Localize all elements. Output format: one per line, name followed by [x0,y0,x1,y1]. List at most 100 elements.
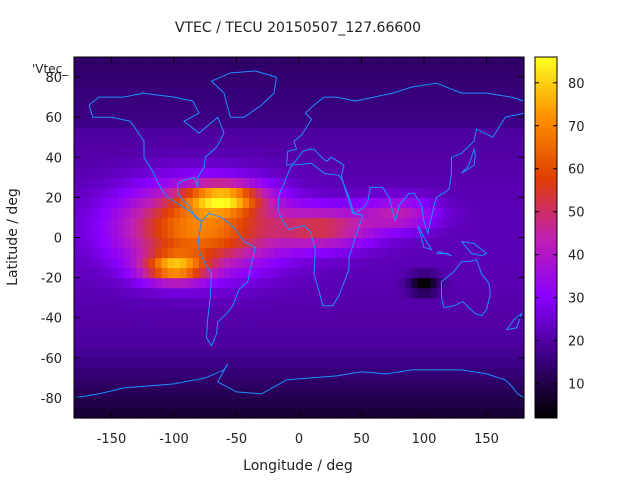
heatmap-cell [305,387,313,399]
heatmap-cell [411,87,419,98]
heatmap-cell [199,317,206,329]
heatmap-cell [111,257,119,269]
heatmap-cell [392,187,400,198]
heatmap-cell [474,237,481,249]
heatmap-cell [461,337,469,349]
heatmap-cell [386,97,394,108]
heatmap-cell [499,97,506,108]
heatmap-cell [199,177,206,188]
heatmap-cell [286,77,294,88]
heatmap-cell [386,57,394,68]
heatmap-cell [136,287,144,299]
heatmap-cell [467,217,475,229]
heatmap-cell [105,57,113,68]
heatmap-cell [74,97,81,108]
heatmap-cell [249,207,256,219]
heatmap-cell [174,307,181,319]
heatmap-cell [367,167,375,178]
heatmap-cell [305,147,313,158]
heatmap-cell [92,117,100,128]
heatmap-cell [305,227,313,239]
heatmap-cell [380,97,388,108]
heatmap-cell [299,317,306,329]
heatmap-cell [92,257,100,269]
heatmap-cell [86,307,94,319]
heatmap-cell [417,267,425,279]
heatmap-cell [430,207,438,219]
heatmap-cell [399,347,406,359]
heatmap-cell [480,207,488,219]
heatmap-cell [74,377,81,389]
heatmap-cell [267,217,275,229]
heatmap-cell [217,267,225,279]
heatmap-cell [130,297,138,309]
heatmap-cell [249,307,256,319]
heatmap-cell [467,387,475,399]
heatmap-cell [224,387,231,399]
heatmap-cell [192,107,200,118]
heatmap-cell [461,147,469,158]
heatmap-cell [92,237,100,249]
heatmap-cell [86,97,94,108]
heatmap-cell [80,337,88,349]
heatmap-cell [261,307,269,319]
heatmap-cell [186,207,194,219]
heatmap-cell [136,87,144,98]
heatmap-cell [124,307,131,319]
heatmap-cell [80,357,88,369]
heatmap-cell [474,97,481,108]
heatmap-cell [405,387,413,399]
heatmap-cell [461,277,469,289]
heatmap-cell [242,167,250,178]
heatmap-cell [111,137,119,148]
heatmap-cell [386,157,394,168]
colorbar-tick-label: 20 [568,335,585,350]
heatmap-cell [124,247,131,259]
heatmap-cell [86,67,94,78]
heatmap-cell [142,207,150,219]
heatmap-cell [249,317,256,329]
heatmap-cell [405,317,413,329]
heatmap-cell [111,217,119,229]
heatmap-cell [305,187,313,198]
heatmap-cell [167,57,175,68]
heatmap-cell [149,367,156,379]
heatmap-cell [242,227,250,239]
heatmap-cell [442,237,450,249]
heatmap-cell [505,67,513,78]
heatmap-cell [299,367,306,379]
heatmap-cell [499,217,506,229]
heatmap-cell [367,297,375,309]
heatmap-cell [211,267,219,279]
heatmap-cell [205,257,213,269]
heatmap-cell [517,167,525,178]
heatmap-cell [517,117,525,128]
heatmap-cell [486,97,494,108]
heatmap-cell [205,297,213,309]
heatmap-cell [249,297,256,309]
heatmap-cell [480,337,488,349]
heatmap-cell [324,297,331,309]
heatmap-cell [424,297,431,309]
heatmap-cell [286,127,294,138]
heatmap-cell [180,277,188,289]
heatmap-cell [386,347,394,359]
heatmap-cell [430,167,438,178]
heatmap-cell [224,267,231,279]
heatmap-cell [211,207,219,219]
heatmap-cell [180,367,188,379]
heatmap-cell [455,107,463,118]
heatmap-cell [411,217,419,229]
heatmap-cell [92,197,100,209]
heatmap-cell [242,257,250,269]
heatmap-cell [192,377,200,389]
heatmap-cell [499,297,506,309]
heatmap-cell [424,337,431,349]
heatmap-cell [174,157,181,168]
heatmap-cell [111,77,119,88]
heatmap-cell [92,157,100,168]
heatmap-cell [217,327,225,339]
heatmap-cell [149,247,156,259]
heatmap-cell [261,327,269,339]
heatmap-cell [349,97,356,108]
